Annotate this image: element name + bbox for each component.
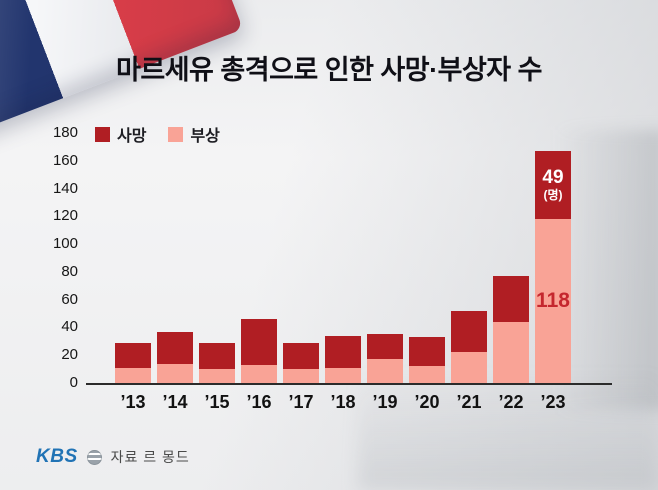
- chart-legend: 사망 부상: [95, 122, 220, 146]
- legend-item-injuries: 부상: [168, 122, 220, 146]
- injuries-segment: [325, 367, 361, 383]
- deaths-segment: 49 (명): [535, 151, 571, 220]
- legend-label-deaths: 사망: [117, 128, 147, 145]
- injuries-data-label: 118: [536, 289, 570, 313]
- deaths-segment: [451, 310, 487, 353]
- injuries-segment: [409, 366, 445, 383]
- x-tick-label: ’21: [456, 392, 482, 412]
- deaths-segment: [199, 342, 235, 370]
- bar-20: [409, 337, 445, 383]
- y-tick-label: 160: [52, 151, 78, 169]
- deaths-segment: [409, 337, 445, 367]
- bar-16: [241, 319, 277, 383]
- deaths-segment: [283, 342, 319, 370]
- injuries-swatch-icon: [168, 126, 184, 142]
- bar-18: [325, 335, 361, 383]
- bar-17: [283, 342, 319, 383]
- bar-15: [199, 342, 235, 383]
- x-axis: ’13 ’14 ’15 ’16 ’17 ’18 ’19 ’20 ’21 ’22 ’23: [86, 392, 612, 416]
- deaths-swatch-icon: [95, 126, 110, 142]
- y-tick-label: 60: [61, 290, 78, 308]
- injuries-segment: [157, 363, 193, 383]
- legend-label-injuries: 부상: [190, 128, 220, 145]
- y-tick-label: 40: [61, 318, 78, 336]
- deaths-segment: [367, 334, 403, 360]
- x-tick-label: ’23: [540, 392, 566, 412]
- bar-19: [367, 334, 403, 383]
- deaths-segment: [493, 276, 529, 322]
- injuries-segment: [283, 369, 319, 383]
- source-text: 자료 르 몽드: [110, 449, 190, 465]
- deaths-unit-label: (명): [543, 188, 563, 203]
- injuries-segment: [451, 352, 487, 383]
- injuries-segment: [493, 321, 529, 383]
- y-tick-label: 120: [52, 207, 78, 225]
- injuries-segment: 118: [535, 219, 571, 383]
- y-tick-label: 20: [61, 346, 78, 364]
- background-harbor: [358, 370, 658, 490]
- bar-23: 49 (명) 118: [535, 151, 571, 383]
- x-tick-label: ’17: [288, 392, 314, 412]
- footer: KBS 자료 르 몽드: [36, 446, 190, 468]
- y-tick-label: 80: [61, 262, 78, 280]
- bar-22: [493, 276, 529, 383]
- x-tick-label: ’15: [204, 392, 230, 412]
- bar-14: [157, 331, 193, 383]
- injuries-segment: [115, 367, 151, 383]
- injuries-segment: [367, 359, 403, 383]
- deaths-segment: [115, 342, 151, 368]
- x-tick-label: ’13: [120, 392, 146, 412]
- y-axis: 0 20 40 60 80 100 120 140 160 180: [28, 124, 78, 391]
- kbs-logo: KBS: [36, 446, 78, 467]
- legend-item-deaths: 사망: [95, 122, 146, 146]
- x-tick-label: ’22: [498, 392, 524, 412]
- injuries-segment: [241, 364, 277, 383]
- y-tick-label: 180: [52, 124, 78, 141]
- plot-area: 49 (명) 118: [86, 133, 612, 385]
- x-tick-label: ’18: [330, 392, 356, 412]
- y-tick-label: 0: [69, 374, 78, 391]
- deaths-segment: [157, 331, 193, 364]
- deaths-data-label: 49: [542, 167, 564, 189]
- x-tick-label: ’19: [372, 392, 398, 412]
- x-tick-label: ’16: [246, 392, 272, 412]
- deaths-segment: [241, 319, 277, 365]
- page-title: 마르세유 총격으로 인한 사망·부상자 수: [116, 55, 542, 85]
- y-tick-label: 100: [52, 235, 78, 253]
- bar-21: [451, 310, 487, 383]
- x-tick-label: ’20: [414, 392, 440, 412]
- bar-13: [115, 342, 151, 383]
- x-tick-label: ’14: [162, 392, 188, 412]
- kbs-globe-icon: [86, 449, 102, 465]
- deaths-segment: [325, 335, 361, 368]
- y-tick-label: 140: [52, 179, 78, 197]
- injuries-segment: [199, 369, 235, 383]
